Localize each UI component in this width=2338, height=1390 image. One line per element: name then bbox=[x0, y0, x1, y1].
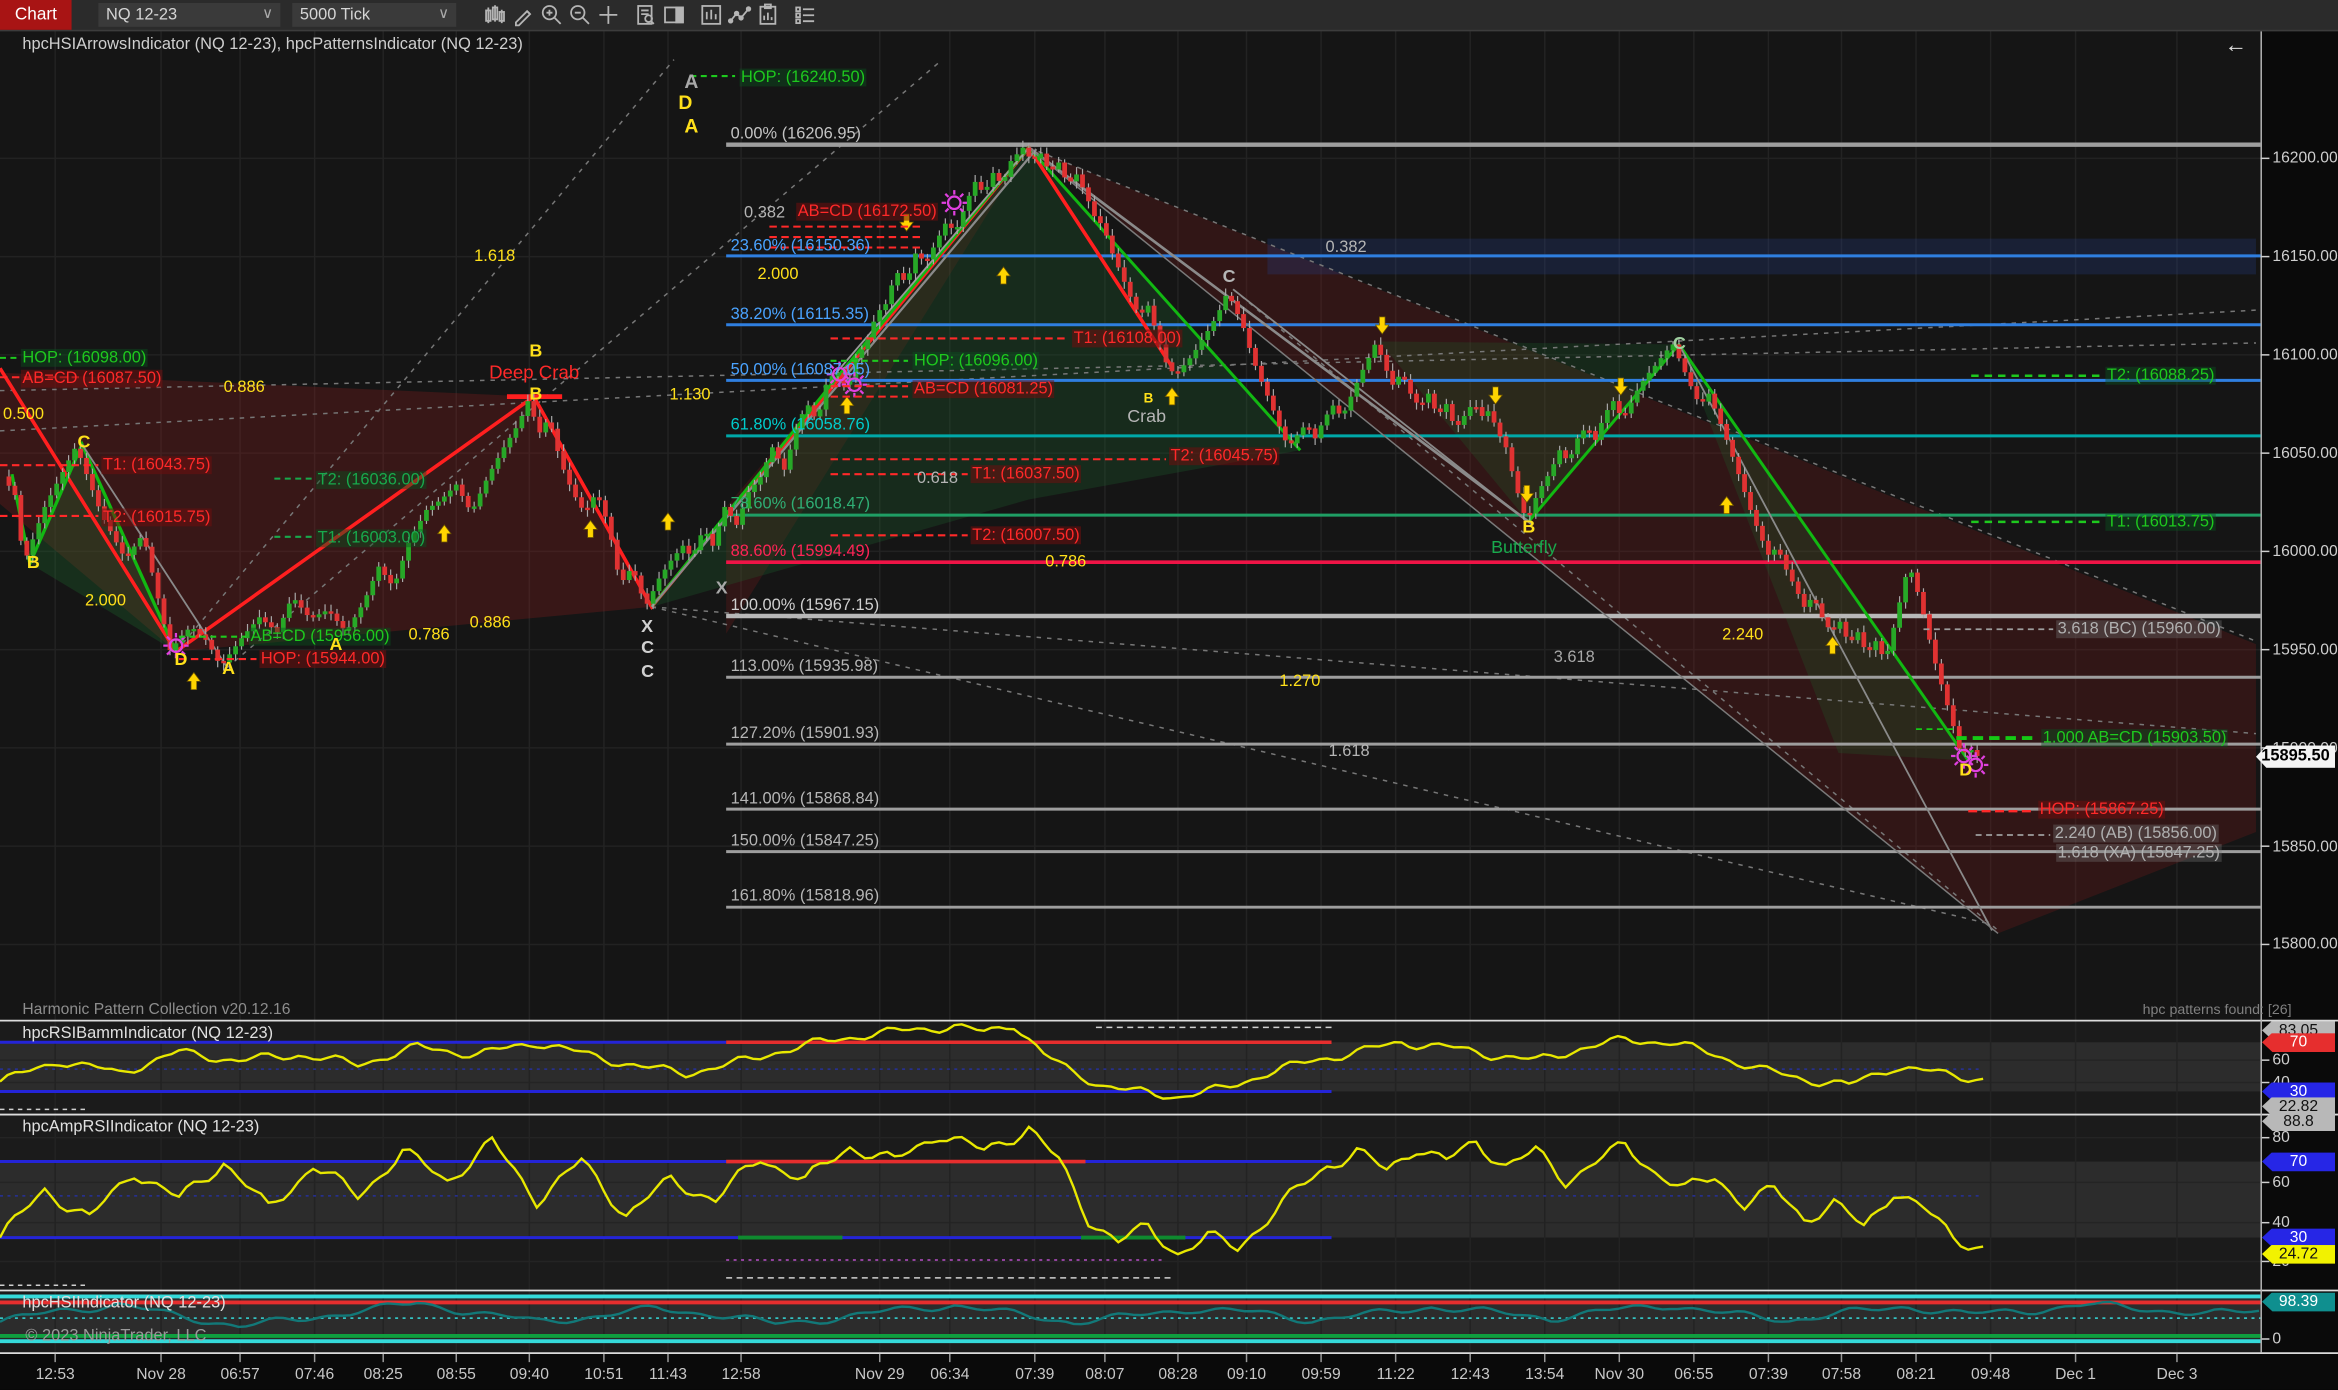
chevron-down-icon: ∨ bbox=[262, 5, 274, 23]
zoom-out-button[interactable] bbox=[565, 1, 593, 28]
line-zigzag-icon bbox=[727, 6, 751, 24]
clipboard-chart-icon bbox=[758, 3, 776, 25]
pencil-button[interactable] bbox=[509, 1, 537, 28]
zoom-in-icon bbox=[541, 5, 561, 25]
zoom-in-button[interactable] bbox=[537, 1, 565, 28]
clipboard-chart-button[interactable] bbox=[753, 1, 781, 28]
chevron-down-icon: ∨ bbox=[438, 5, 449, 23]
chart-bars-icon bbox=[484, 5, 505, 24]
pencil-icon bbox=[514, 9, 531, 27]
panel-right-icon bbox=[663, 6, 684, 24]
panel-right-button[interactable] bbox=[659, 1, 687, 28]
instrument-select[interactable]: NQ 12-23 ∨ bbox=[98, 2, 281, 27]
period-select-value: 5000 Tick bbox=[299, 5, 371, 24]
line-zigzag-button[interactable] bbox=[725, 1, 753, 28]
list-button[interactable] bbox=[790, 1, 818, 28]
crosshair-plus-button[interactable] bbox=[594, 1, 622, 28]
toolbar-separator bbox=[782, 4, 791, 25]
chart-box-icon bbox=[700, 5, 721, 25]
window-tab-chart[interactable]: Chart bbox=[0, 0, 72, 30]
instrument-select-value: NQ 12-23 bbox=[106, 5, 178, 24]
crosshair-plus-icon bbox=[598, 5, 617, 24]
zoom-out-icon bbox=[569, 5, 590, 25]
period-select[interactable]: 5000 Tick ∨ bbox=[292, 2, 457, 27]
toolbar-separator bbox=[688, 4, 697, 25]
toolbar-separator bbox=[622, 4, 631, 25]
list-icon bbox=[794, 6, 814, 25]
chart-box-button[interactable] bbox=[697, 1, 725, 28]
doc-search-button[interactable] bbox=[631, 1, 659, 28]
toolbar-icons bbox=[480, 1, 818, 28]
chart-bars-button[interactable] bbox=[480, 1, 508, 28]
doc-search-icon bbox=[636, 5, 654, 25]
toolbar: Chart NQ 12-23 ∨ 5000 Tick ∨ bbox=[0, 0, 2338, 32]
